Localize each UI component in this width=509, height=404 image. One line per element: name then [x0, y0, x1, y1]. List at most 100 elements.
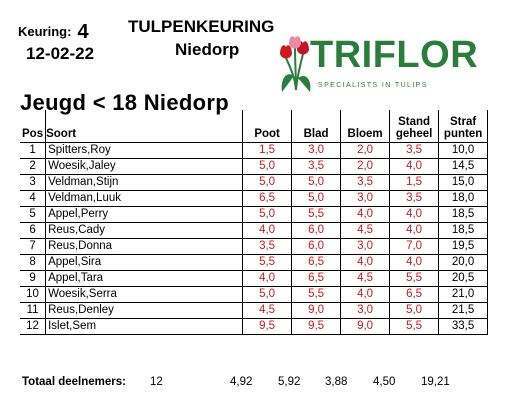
- cell-blad: 9,0: [291, 302, 342, 319]
- cell-bloem: 2,0: [340, 142, 391, 159]
- table-row: 5 Appel,Perry 5,0 5,5 4,0 4,0 18,5: [20, 206, 489, 223]
- cell-poot: 5,0: [242, 286, 293, 303]
- cell-blad: 6,5: [291, 270, 342, 287]
- col-header-stand: Stand geheel: [389, 110, 440, 143]
- cell-straf: 18,5: [438, 222, 489, 239]
- logo-wordmark: TRIFLOR: [310, 34, 479, 76]
- cell-stand: 4,0: [389, 254, 440, 271]
- cell-stand: 4,0: [389, 206, 440, 223]
- cell-bloem: 4,0: [340, 206, 391, 223]
- table-row: 12 Islet,Sem 9,5 9,5 9,0 5,5 33,5: [20, 318, 489, 335]
- cell-pos: 6: [20, 222, 47, 239]
- page-title: TULPENKEURING: [128, 17, 275, 36]
- cell-bloem: 9,0: [340, 318, 391, 335]
- cell-soort: Veldman,Stijn: [45, 174, 244, 191]
- cell-poot: 1,5: [242, 142, 293, 159]
- cell-pos: 1: [20, 142, 47, 159]
- cell-straf: 18,5: [438, 206, 489, 223]
- cell-soort: Reus,Donna: [45, 238, 244, 255]
- cell-bloem: 4,0: [340, 286, 391, 303]
- cell-straf: 21,5: [438, 302, 489, 319]
- cell-pos: 7: [20, 238, 47, 255]
- cell-straf: 20,0: [438, 254, 489, 271]
- cell-blad: 5,0: [291, 174, 342, 191]
- cell-pos: 8: [20, 254, 47, 271]
- col-header-pos: Pos: [20, 110, 47, 143]
- cell-straf: 33,5: [438, 318, 489, 335]
- cell-bloem: 4,5: [340, 222, 391, 239]
- cell-poot: 5,0: [242, 206, 293, 223]
- cell-bloem: 3,5: [340, 174, 391, 191]
- cell-pos: 10: [20, 286, 47, 303]
- cell-bloem: 3,0: [340, 190, 391, 207]
- cell-soort: Appel,Perry: [45, 206, 244, 223]
- cell-straf: 18,0: [438, 190, 489, 207]
- cell-straf: 19,5: [438, 238, 489, 255]
- cell-blad: 3,0: [291, 142, 342, 159]
- cell-stand: 7,0: [389, 238, 440, 255]
- keuring-label: Keuring: 4: [18, 19, 89, 43]
- totals-poot: 4,92: [230, 376, 253, 388]
- cell-blad: 5,5: [291, 286, 342, 303]
- cell-blad: 5,5: [291, 206, 342, 223]
- col-header-soort: Soort: [45, 110, 244, 143]
- cell-blad: 6,5: [291, 254, 342, 271]
- cell-blad: 9,5: [291, 318, 342, 335]
- cell-poot: 4,0: [242, 222, 293, 239]
- cell-stand: 1,5: [389, 174, 440, 191]
- totals-blad: 5,92: [278, 376, 301, 388]
- totals-stand: 4,50: [373, 376, 396, 388]
- cell-stand: 4,0: [389, 222, 440, 239]
- cell-poot: 3,5: [242, 238, 293, 255]
- cell-poot: 4,0: [242, 270, 293, 287]
- totals-straf: 19,21: [421, 376, 450, 388]
- cell-pos: 11: [20, 302, 47, 319]
- cell-pos: 4: [20, 190, 47, 207]
- cell-bloem: 3,0: [340, 238, 391, 255]
- date: 12-02-22: [26, 44, 95, 63]
- cell-poot: 5,0: [242, 158, 293, 175]
- cell-soort: Reus,Cady: [45, 222, 244, 239]
- cell-soort: Spitters,Roy: [45, 142, 244, 159]
- cell-stand: 5,0: [389, 302, 440, 319]
- cell-poot: 4,5: [242, 302, 293, 319]
- table-header-row: Pos Soort Poot Blad Bloem Stand geheel St…: [20, 110, 489, 143]
- cell-straf: 10,0: [438, 142, 489, 159]
- triflor-logo: TRIFLOR SPECIALISTS IN TULIPS: [276, 32, 478, 96]
- cell-pos: 3: [20, 174, 47, 191]
- table-row: 7 Reus,Donna 3,5 6,0 3,0 7,0 19,5: [20, 238, 489, 255]
- totals-label: Totaal deelnemers:: [22, 376, 126, 388]
- table-row: 3 Veldman,Stijn 5,0 5,0 3,5 1,5 15,0: [20, 174, 489, 191]
- cell-poot: 9,5: [242, 318, 293, 335]
- cell-stand: 5,5: [389, 318, 440, 335]
- cell-bloem: 4,0: [340, 254, 391, 271]
- cell-blad: 3,5: [291, 158, 342, 175]
- totals-bloem: 3,88: [325, 376, 348, 388]
- tulips-icon: [280, 36, 311, 92]
- table-row: 9 Appel,Tara 4,0 6,5 4,5 5,5 20,5: [20, 270, 489, 287]
- cell-soort: Islet,Sem: [45, 318, 244, 335]
- table-row: 10 Woesik,Serra 5,0 5,5 4,0 6,5 21,0: [20, 286, 489, 303]
- table-row: 6 Reus,Cady 4,0 6,0 4,5 4,0 18,5: [20, 222, 489, 239]
- cell-straf: 14,5: [438, 158, 489, 175]
- cell-pos: 2: [20, 158, 47, 175]
- results-table: Pos Soort Poot Blad Bloem Stand geheel St…: [20, 110, 489, 335]
- cell-soort: Woesik,Jaley: [45, 158, 244, 175]
- cell-bloem: 3,0: [340, 302, 391, 319]
- keuring-number: 4: [77, 21, 89, 43]
- cell-blad: 6,0: [291, 238, 342, 255]
- table-row: 8 Appel,Sira 5,5 6,5 4,0 4,0 20,0: [20, 254, 489, 271]
- cell-bloem: 2,0: [340, 158, 391, 175]
- table-row: 1 Spitters,Roy 1,5 3,0 2,0 3,5 10,0: [20, 142, 489, 159]
- cell-poot: 5,5: [242, 254, 293, 271]
- logo-tagline: SPECIALISTS IN TULIPS: [318, 82, 428, 89]
- cell-poot: 5,0: [242, 174, 293, 191]
- keuring-label-text: Keuring:: [18, 24, 72, 39]
- totals-count: 12: [150, 376, 163, 388]
- cell-blad: 5,0: [291, 190, 342, 207]
- col-header-poot: Poot: [242, 110, 293, 143]
- table-row: 11 Reus,Denley 4,5 9,0 3,0 5,0 21,5: [20, 302, 489, 319]
- cell-pos: 9: [20, 270, 47, 287]
- cell-pos: 5: [20, 206, 47, 223]
- cell-stand: 3,5: [389, 142, 440, 159]
